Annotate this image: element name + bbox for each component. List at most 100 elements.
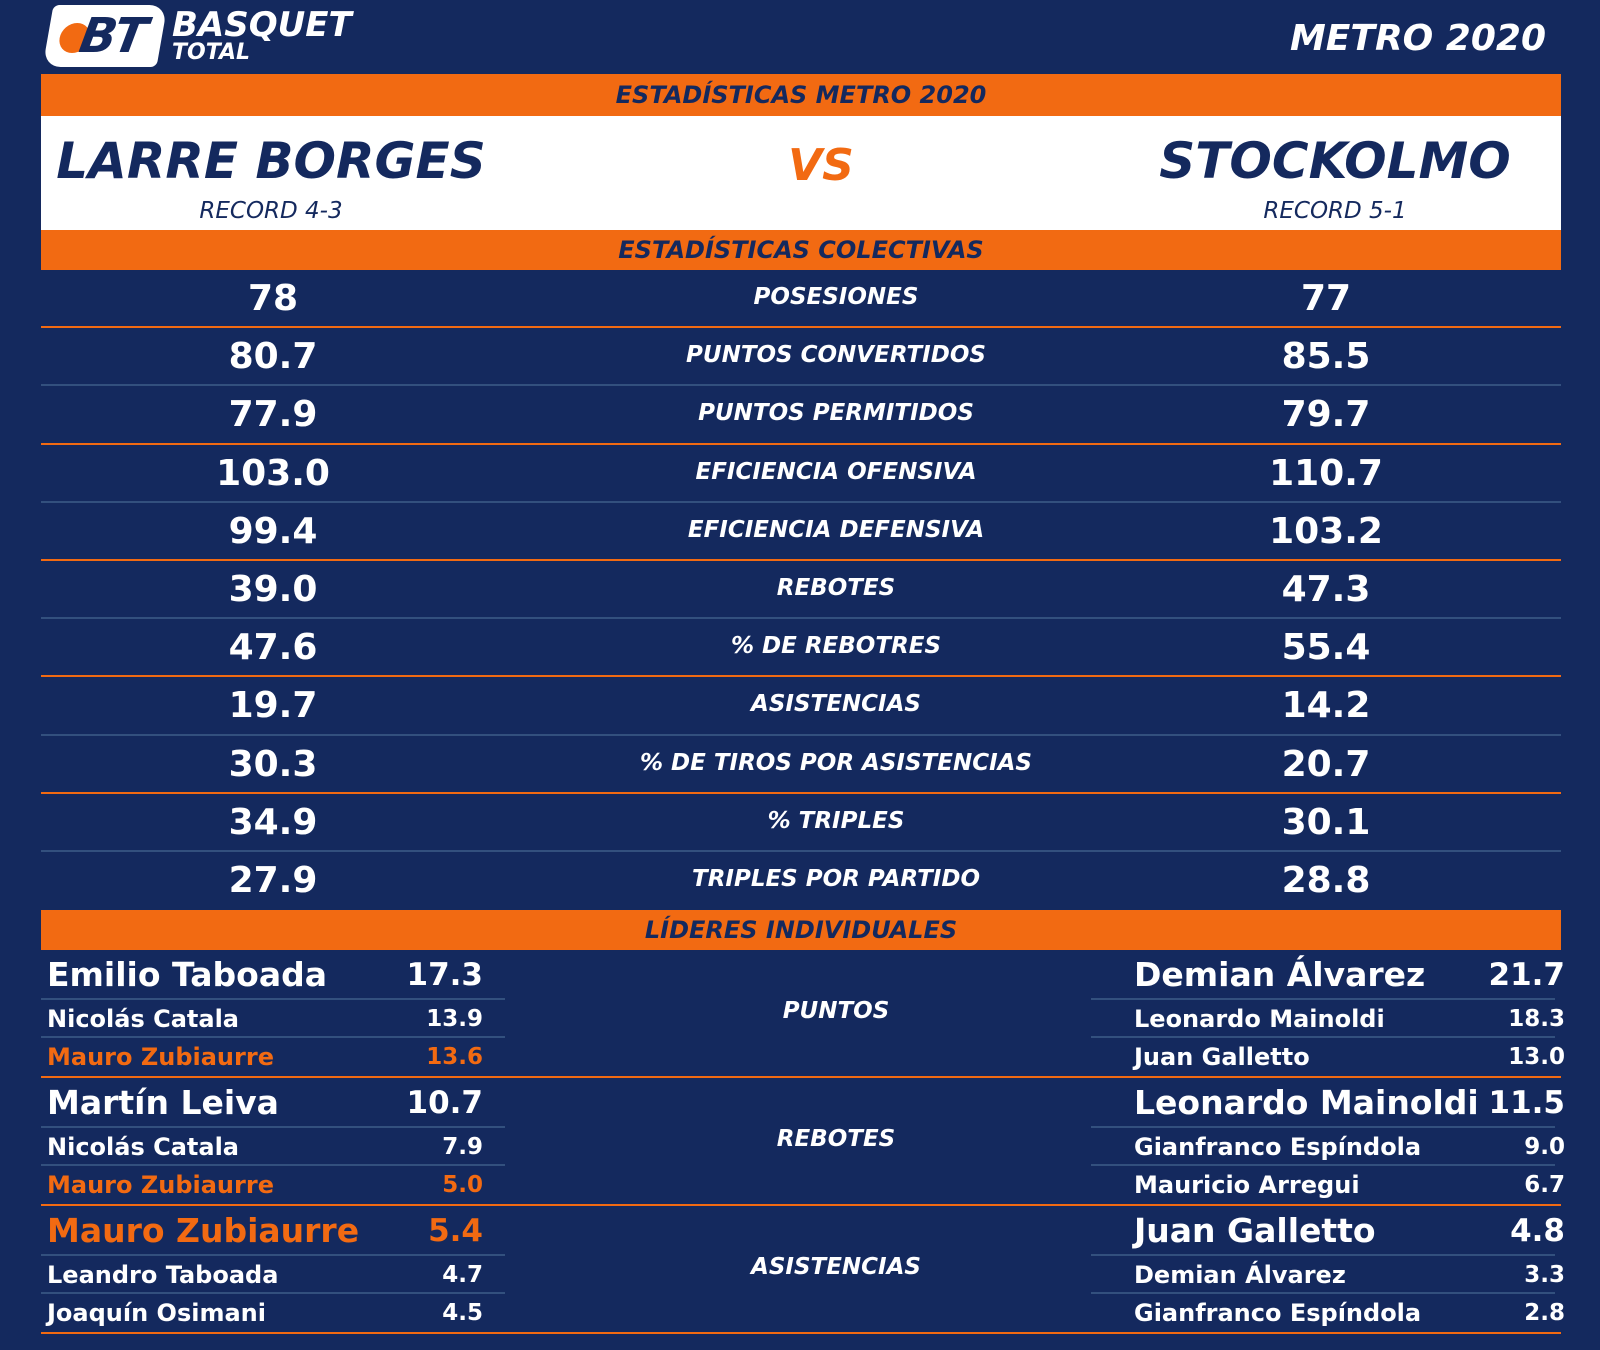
stat-label: POSESIONES [753, 284, 919, 310]
player-name: Leonardo Mainoldi [1134, 1005, 1385, 1033]
leader-row: Leonardo Mainoldi 11.5 [1091, 1078, 1565, 1128]
stat-row: 47.6 % DE REBOTRES 55.4 [41, 619, 1561, 678]
stat-left-value: 103.0 [216, 452, 330, 494]
banner-title: ESTADÍSTICAS METRO 2020 [41, 74, 1561, 116]
leader-row: Martín Leiva 10.7 [41, 1078, 505, 1128]
leader-row: Leandro Taboada 4.7 [41, 1256, 505, 1294]
stat-right-value: 55.4 [1281, 627, 1371, 669]
stat-row: 80.7 PUNTOS CONVERTIDOS 85.5 [41, 328, 1561, 387]
stat-label: REBOTES [776, 574, 896, 601]
player-value: 4.8 [1510, 1213, 1565, 1249]
stat-right-value: 28.8 [1281, 859, 1371, 901]
leader-row: Nicolás Catala 7.9 [41, 1128, 505, 1166]
leader-row: Gianfranco Espíndola 9.0 [1091, 1128, 1565, 1166]
stat-row: 103.0 EFICIENCIA OFENSIVA 110.7 [41, 445, 1561, 503]
player-name: Gianfranco Espíndola [1134, 1299, 1422, 1327]
stat-right-value: 110.7 [1269, 452, 1383, 494]
player-name: Mauricio Arregui [1134, 1171, 1360, 1199]
stat-label: EFICIENCIA DEFENSIVA [687, 516, 985, 543]
stat-row: 39.0 REBOTES 47.3 [41, 561, 1561, 620]
leader-row: Demian Álvarez 21.7 [1091, 950, 1565, 1000]
player-name: Juan Galletto [1134, 1211, 1376, 1250]
stat-label: EFICIENCIA OFENSIVA [695, 458, 977, 485]
player-name: Mauro Zubiaurre [47, 1043, 274, 1071]
leader-row: Joaquín Osimani 4.5 [41, 1294, 505, 1332]
leader-category-label: ASISTENCIAS [751, 1254, 921, 1280]
stat-left-value: 99.4 [228, 510, 318, 552]
stat-row: 78 POSESIONES 77 [41, 270, 1561, 329]
stat-left-value: 19.7 [228, 685, 318, 727]
player-value: 4.7 [442, 1262, 483, 1288]
team-left-record: RECORD 4-3 [199, 198, 343, 224]
player-value: 10.7 [406, 1085, 484, 1121]
player-name: Demian Álvarez [1134, 955, 1426, 994]
player-name: Demian Álvarez [1134, 1261, 1346, 1289]
stat-left-value: 47.6 [228, 627, 318, 669]
logo-line1: BASQUET [172, 5, 352, 45]
player-value: 2.8 [1524, 1300, 1565, 1326]
player-value: 3.3 [1524, 1262, 1565, 1288]
stat-right-value: 30.1 [1281, 801, 1371, 843]
stat-left-value: 77.9 [228, 394, 318, 436]
player-value: 13.9 [426, 1006, 483, 1032]
leader-category: ASISTENCIAS Mauro Zubiaurre 5.4 Leandro Tab… [41, 1206, 1565, 1334]
vs-label: VS [788, 140, 854, 191]
team-right-name: STOCKOLMO [1159, 132, 1511, 190]
player-name: Leonardo Mainoldi [1134, 1083, 1479, 1122]
leaders-right: Leonardo Mainoldi 11.5 Gianfranco Espíndol… [1091, 1078, 1565, 1204]
stat-row: 99.4 EFICIENCIA DEFENSIVA 103.2 [41, 503, 1561, 561]
stat-label: TRIPLES POR PARTIDO [692, 865, 980, 892]
player-name: Nicolás Catala [47, 1133, 239, 1161]
player-value: 9.0 [1524, 1134, 1565, 1160]
logo-badge: BT [42, 5, 168, 67]
leaders-left: Martín Leiva 10.7 Nicolás Catala 7.9 Mauro Z… [41, 1078, 505, 1204]
leader-row: Leonardo Mainoldi 18.3 [1091, 1000, 1565, 1038]
leader-row: Demian Álvarez 3.3 [1091, 1256, 1565, 1294]
logo-wordmark: BASQUET TOTAL [172, 8, 352, 64]
stat-right-value: 85.5 [1281, 336, 1371, 378]
leader-category: PUNTOS Emilio Taboada 17.3 Nicolás Catala 13… [41, 950, 1565, 1078]
player-name: Juan Galletto [1134, 1043, 1310, 1071]
basquet-total-logo: BT BASQUET TOTAL [42, 4, 352, 68]
stat-right-value: 47.3 [1281, 568, 1371, 610]
player-name: Joaquín Osimani [47, 1299, 266, 1327]
stat-label: % DE REBOTRES [730, 633, 942, 660]
stat-left-value: 34.9 [228, 801, 318, 843]
stat-label: PUNTOS PERMITIDOS [698, 400, 974, 427]
leader-row: Mauro Zubiaurre 5.4 [41, 1206, 505, 1256]
logo-line2: TOTAL [172, 40, 251, 65]
collective-stats-title: ESTADÍSTICAS COLECTIVAS [41, 230, 1561, 270]
leader-row: Mauricio Arregui 6.7 [1091, 1166, 1565, 1204]
stat-row: 19.7 ASISTENCIAS 14.2 [41, 677, 1561, 736]
player-value: 17.3 [406, 957, 484, 993]
leader-row: Juan Galletto 13.0 [1091, 1038, 1565, 1076]
leader-row: Gianfranco Espíndola 2.8 [1091, 1294, 1565, 1332]
player-value: 4.5 [442, 1300, 483, 1326]
season-title: METRO 2020 [1289, 18, 1546, 59]
leaders-left: Mauro Zubiaurre 5.4 Leandro Taboada 4.7 Joaq… [41, 1206, 505, 1332]
leaders-table: PUNTOS Emilio Taboada 17.3 Nicolás Catala 13… [41, 950, 1565, 1334]
leaders-right: Juan Galletto 4.8 Demian Álvarez 3.3 Gianfra… [1091, 1206, 1565, 1332]
stat-right-value: 77 [1300, 278, 1352, 319]
stat-left-value: 30.3 [228, 743, 318, 785]
leader-category-label: PUNTOS [782, 998, 890, 1024]
leader-row: Emilio Taboada 17.3 [41, 950, 505, 1000]
player-name: Nicolás Catala [47, 1005, 239, 1033]
player-value: 18.3 [1508, 1006, 1565, 1032]
stat-row: 77.9 PUNTOS PERMITIDOS 79.7 [41, 386, 1561, 445]
player-name: Leandro Taboada [47, 1261, 279, 1289]
leader-category-label: REBOTES [776, 1126, 896, 1152]
header: BT BASQUET TOTAL METRO 2020 [0, 0, 1600, 74]
leaders-right: Demian Álvarez 21.7 Leonardo Mainoldi 18.3 J… [1091, 950, 1565, 1076]
stat-row: 30.3 % DE TIROS POR ASISTENCIAS 20.7 [41, 736, 1561, 794]
player-name: Martín Leiva [47, 1083, 279, 1122]
stat-label: ASISTENCIAS [751, 691, 921, 718]
stat-left-value: 80.7 [228, 336, 318, 378]
player-name: Gianfranco Espíndola [1134, 1133, 1422, 1161]
stat-right-value: 103.2 [1269, 510, 1383, 552]
stat-right-value: 79.7 [1281, 394, 1371, 436]
player-value: 13.6 [426, 1044, 483, 1070]
team-right-record: RECORD 5-1 [1263, 198, 1407, 224]
player-value: 13.0 [1508, 1044, 1565, 1070]
stat-row: 27.9 TRIPLES POR PARTIDO 28.8 [41, 852, 1561, 910]
